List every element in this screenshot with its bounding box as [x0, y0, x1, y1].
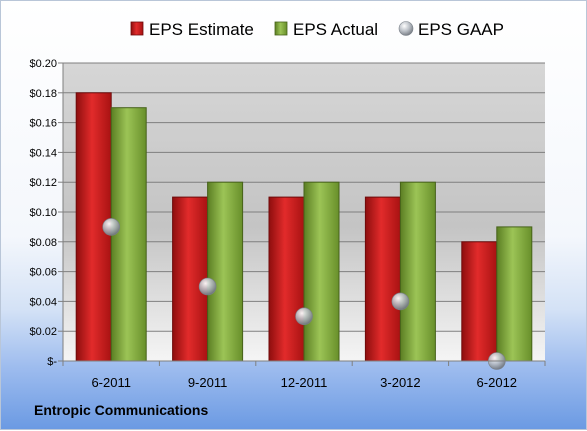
y-tick-label: $0.02: [29, 326, 57, 338]
bar-eps-actual: [110, 107, 147, 362]
bar-eps-estimate: [268, 196, 305, 362]
x-tick-label: 6-2011: [91, 375, 131, 390]
y-tick-label: $0.10: [29, 207, 57, 219]
x-tick-label: 3-2012: [380, 375, 420, 390]
legend: EPS Estimate EPS Actual EPS GAAP: [130, 20, 504, 39]
y-tick-label: $0.04: [29, 296, 57, 308]
bar-eps-actual: [399, 181, 436, 362]
company-label: Entropic Communications: [34, 402, 209, 418]
legend-label: EPS GAAP: [418, 20, 504, 39]
legend-label: EPS Actual: [293, 20, 378, 39]
y-tick-label: $0.12: [29, 177, 57, 189]
legend-marker: [398, 21, 414, 36]
bar-eps-estimate: [172, 196, 209, 362]
x-axis: 6-2011 9-2011 12-2011 3-2012 6-2012: [62, 360, 546, 390]
gaap-marker: [295, 307, 313, 326]
y-tick-label: $0.08: [29, 237, 57, 249]
bar-eps-actual: [207, 181, 244, 362]
bar-eps-estimate: [364, 196, 401, 362]
y-tick-label: $0.18: [29, 88, 57, 100]
bar-eps-estimate: [461, 241, 498, 362]
bar-eps-actual: [496, 226, 533, 362]
x-tick-label: 12-2011: [281, 375, 328, 390]
y-tick-label: $0.06: [29, 267, 57, 279]
bar-eps-actual: [303, 181, 340, 362]
gaap-marker: [198, 277, 217, 296]
y-tick-label: $0.16: [29, 118, 57, 130]
y-tick-label: $0.14: [29, 147, 57, 159]
gaap-marker: [391, 292, 410, 311]
legend-label: EPS Estimate: [149, 20, 254, 39]
y-axis: $- $0.02 $0.04 $0.06 $0.08 $0.10 $0.12 $0.14 $0.…: [29, 58, 64, 368]
x-tick-label: 6-2012: [477, 375, 517, 390]
y-tick-label: $0.20: [29, 58, 57, 70]
legend-swatch: [274, 21, 288, 36]
legend-swatch: [130, 21, 144, 36]
gaap-marker: [102, 218, 120, 236]
y-tick-label: $-: [47, 356, 57, 368]
x-tick-label: 9-2011: [188, 375, 228, 390]
